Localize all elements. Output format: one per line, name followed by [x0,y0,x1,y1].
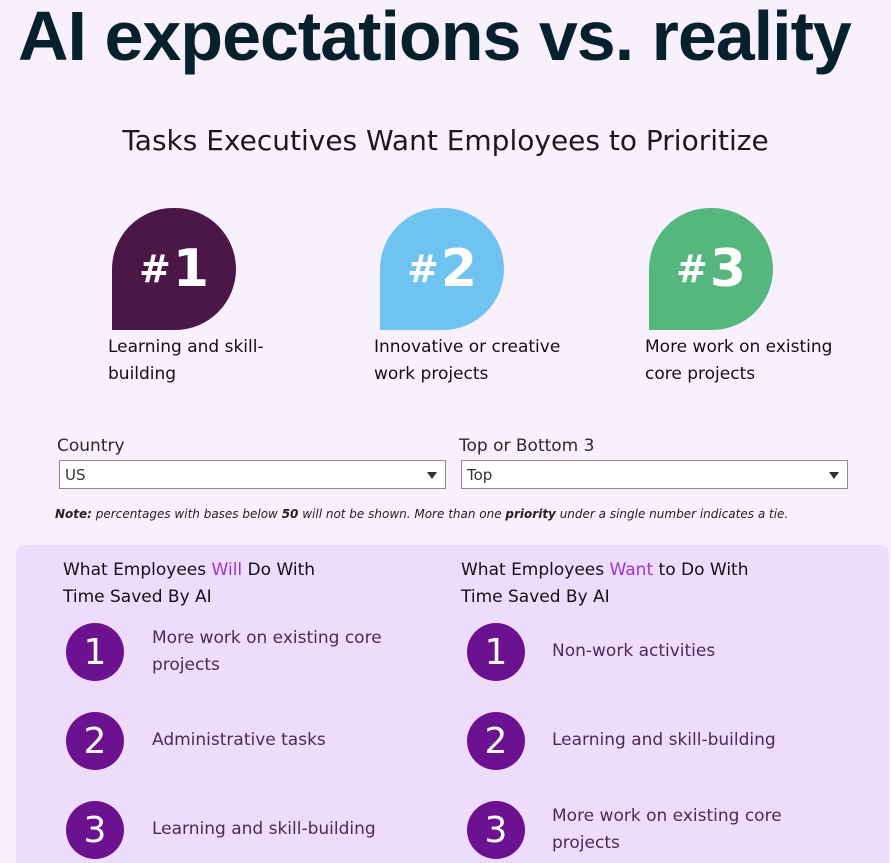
badge-hash: # [406,247,439,291]
will-item-1: More work on existing core projects [152,628,382,675]
priority-label-1: Learning and skill-building [108,337,264,384]
footnote: Note: percentages with bases below 50 wi… [55,507,789,521]
dropdown-arrow-icon[interactable] [427,472,437,479]
want-item-3: More work on existing core projects [552,806,782,853]
rank-circle: 1 [467,623,525,681]
badge-rank: 1 [172,239,210,299]
rank-circle: 3 [467,801,525,859]
priority-label-2: Innovative or creative work projects [374,337,561,384]
priority-label-3: More work on existing core projects [645,337,833,384]
top-bottom-select[interactable]: Top [461,460,848,489]
priority-badge-3: #3 [649,208,773,330]
will-column-title: What Employees Will Do With Time Saved B… [63,560,316,607]
badge-hash: # [675,247,708,291]
badge-rank: 2 [440,239,478,299]
country-select-value: US [65,466,86,484]
badge-hash: # [138,247,171,291]
dropdown-arrow-icon[interactable] [829,472,839,479]
rank-circle: 3 [66,801,124,859]
will-item-3: Learning and skill-building [152,819,376,839]
rank-circle: 2 [66,712,124,770]
priority-badge-1: #1 [112,208,236,330]
want-item-2: Learning and skill-building [552,730,776,750]
top-bottom-filter-label: Top or Bottom 3 [459,436,595,456]
badge-rank: 3 [709,239,747,299]
will-item-2: Administrative tasks [152,730,326,750]
section-subtitle: Tasks Executives Want Employees to Prior… [122,124,769,157]
rank-circle: 2 [467,712,525,770]
priority-badge-2: #2 [380,208,504,330]
top-bottom-select-value: Top [467,466,493,484]
page-title: AI expectations vs. reality [18,0,852,75]
rank-circle: 1 [66,623,124,681]
country-select[interactable]: US [59,460,446,489]
want-column-title: What Employees Want to Do With Time Save… [461,560,749,607]
want-item-1: Non-work activities [552,641,716,661]
comparison-panel [16,545,889,863]
country-filter-label: Country [57,436,125,456]
